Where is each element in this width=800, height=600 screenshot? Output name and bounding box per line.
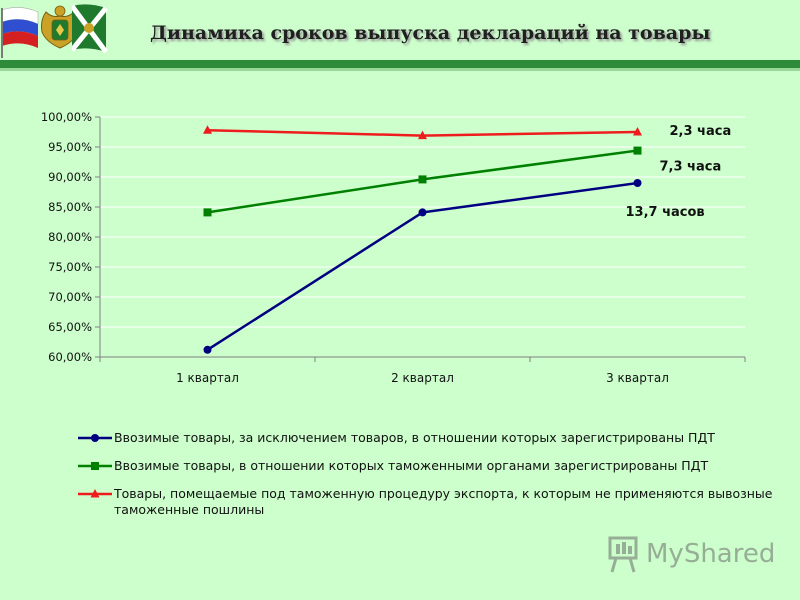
legend-label: Ввозимые товары, за исключением товаров,… <box>114 430 715 445</box>
y-tick-label: 95,00% <box>48 140 92 154</box>
data-point <box>633 146 642 155</box>
legend-label: Ввозимые товары, в отношении которых там… <box>114 458 709 473</box>
data-annotation: 13,7 часов <box>626 205 705 220</box>
y-tick-label: 60,00% <box>48 350 92 364</box>
chart-series <box>203 125 642 354</box>
data-point <box>633 127 642 136</box>
line-chart: 60,00% 65,00% 70,00% 75,00% 80,00% 85,00% 90,0… <box>41 110 746 385</box>
x-tick-label: 2 квартал <box>391 371 454 385</box>
legend-swatch-square-icon <box>78 462 112 470</box>
data-point <box>203 125 212 134</box>
data-point <box>633 179 642 187</box>
legend-swatch-circle-icon <box>78 434 112 442</box>
watermark: MyShared <box>606 534 776 574</box>
series-line <box>206 181 638 351</box>
page-title: Динамика сроков выпуска деклараций на то… <box>150 22 711 44</box>
legend-item-green: Ввозимые товары, в отношении которых там… <box>78 458 778 474</box>
chart-axes <box>95 116 746 362</box>
x-tick-label: 3 квартал <box>606 371 669 385</box>
x-tick-label: 1 квартал <box>176 371 239 385</box>
y-tick-label: 80,00% <box>48 230 92 244</box>
header-divider-light <box>0 68 800 71</box>
legend-swatch-triangle-icon <box>78 489 112 498</box>
y-tick-label: 70,00% <box>48 290 92 304</box>
y-tick-label: 85,00% <box>48 200 92 214</box>
data-point <box>203 208 212 217</box>
chart-labels: 60,00% 65,00% 70,00% 75,00% 80,00% 85,00% 90,0… <box>41 110 731 385</box>
data-point <box>203 345 212 354</box>
y-tick-label: 65,00% <box>48 320 92 334</box>
data-point <box>418 130 427 140</box>
watermark-text: MyShared <box>646 539 776 569</box>
y-tick-label: 90,00% <box>48 170 92 184</box>
data-annotation: 7,3 часа <box>660 160 722 175</box>
data-annotation: 2,3 часа <box>670 124 732 139</box>
data-point <box>418 208 427 217</box>
y-tick-label: 75,00% <box>48 260 92 274</box>
header-divider <box>0 60 800 68</box>
legend-item-blue: Ввозимые товары, за исключением товаров,… <box>78 430 778 446</box>
presentation-board-icon <box>608 536 638 573</box>
legend-label: Товары, помещаемые под таможенную процед… <box>114 486 773 517</box>
chart-gridlines <box>100 116 745 328</box>
chart-legend: Ввозимые товары, за исключением товаров,… <box>78 430 778 530</box>
russia-flag-icon <box>1 7 39 58</box>
y-tick-label: 100,00% <box>41 110 92 124</box>
customs-flag-icon <box>72 4 108 54</box>
data-point <box>418 175 427 184</box>
slide-header: Динамика сроков выпуска деклараций на то… <box>0 0 800 71</box>
customs-emblem-icon <box>41 5 79 49</box>
legend-item-red: Товары, помещаемые под таможенную процед… <box>78 486 778 518</box>
